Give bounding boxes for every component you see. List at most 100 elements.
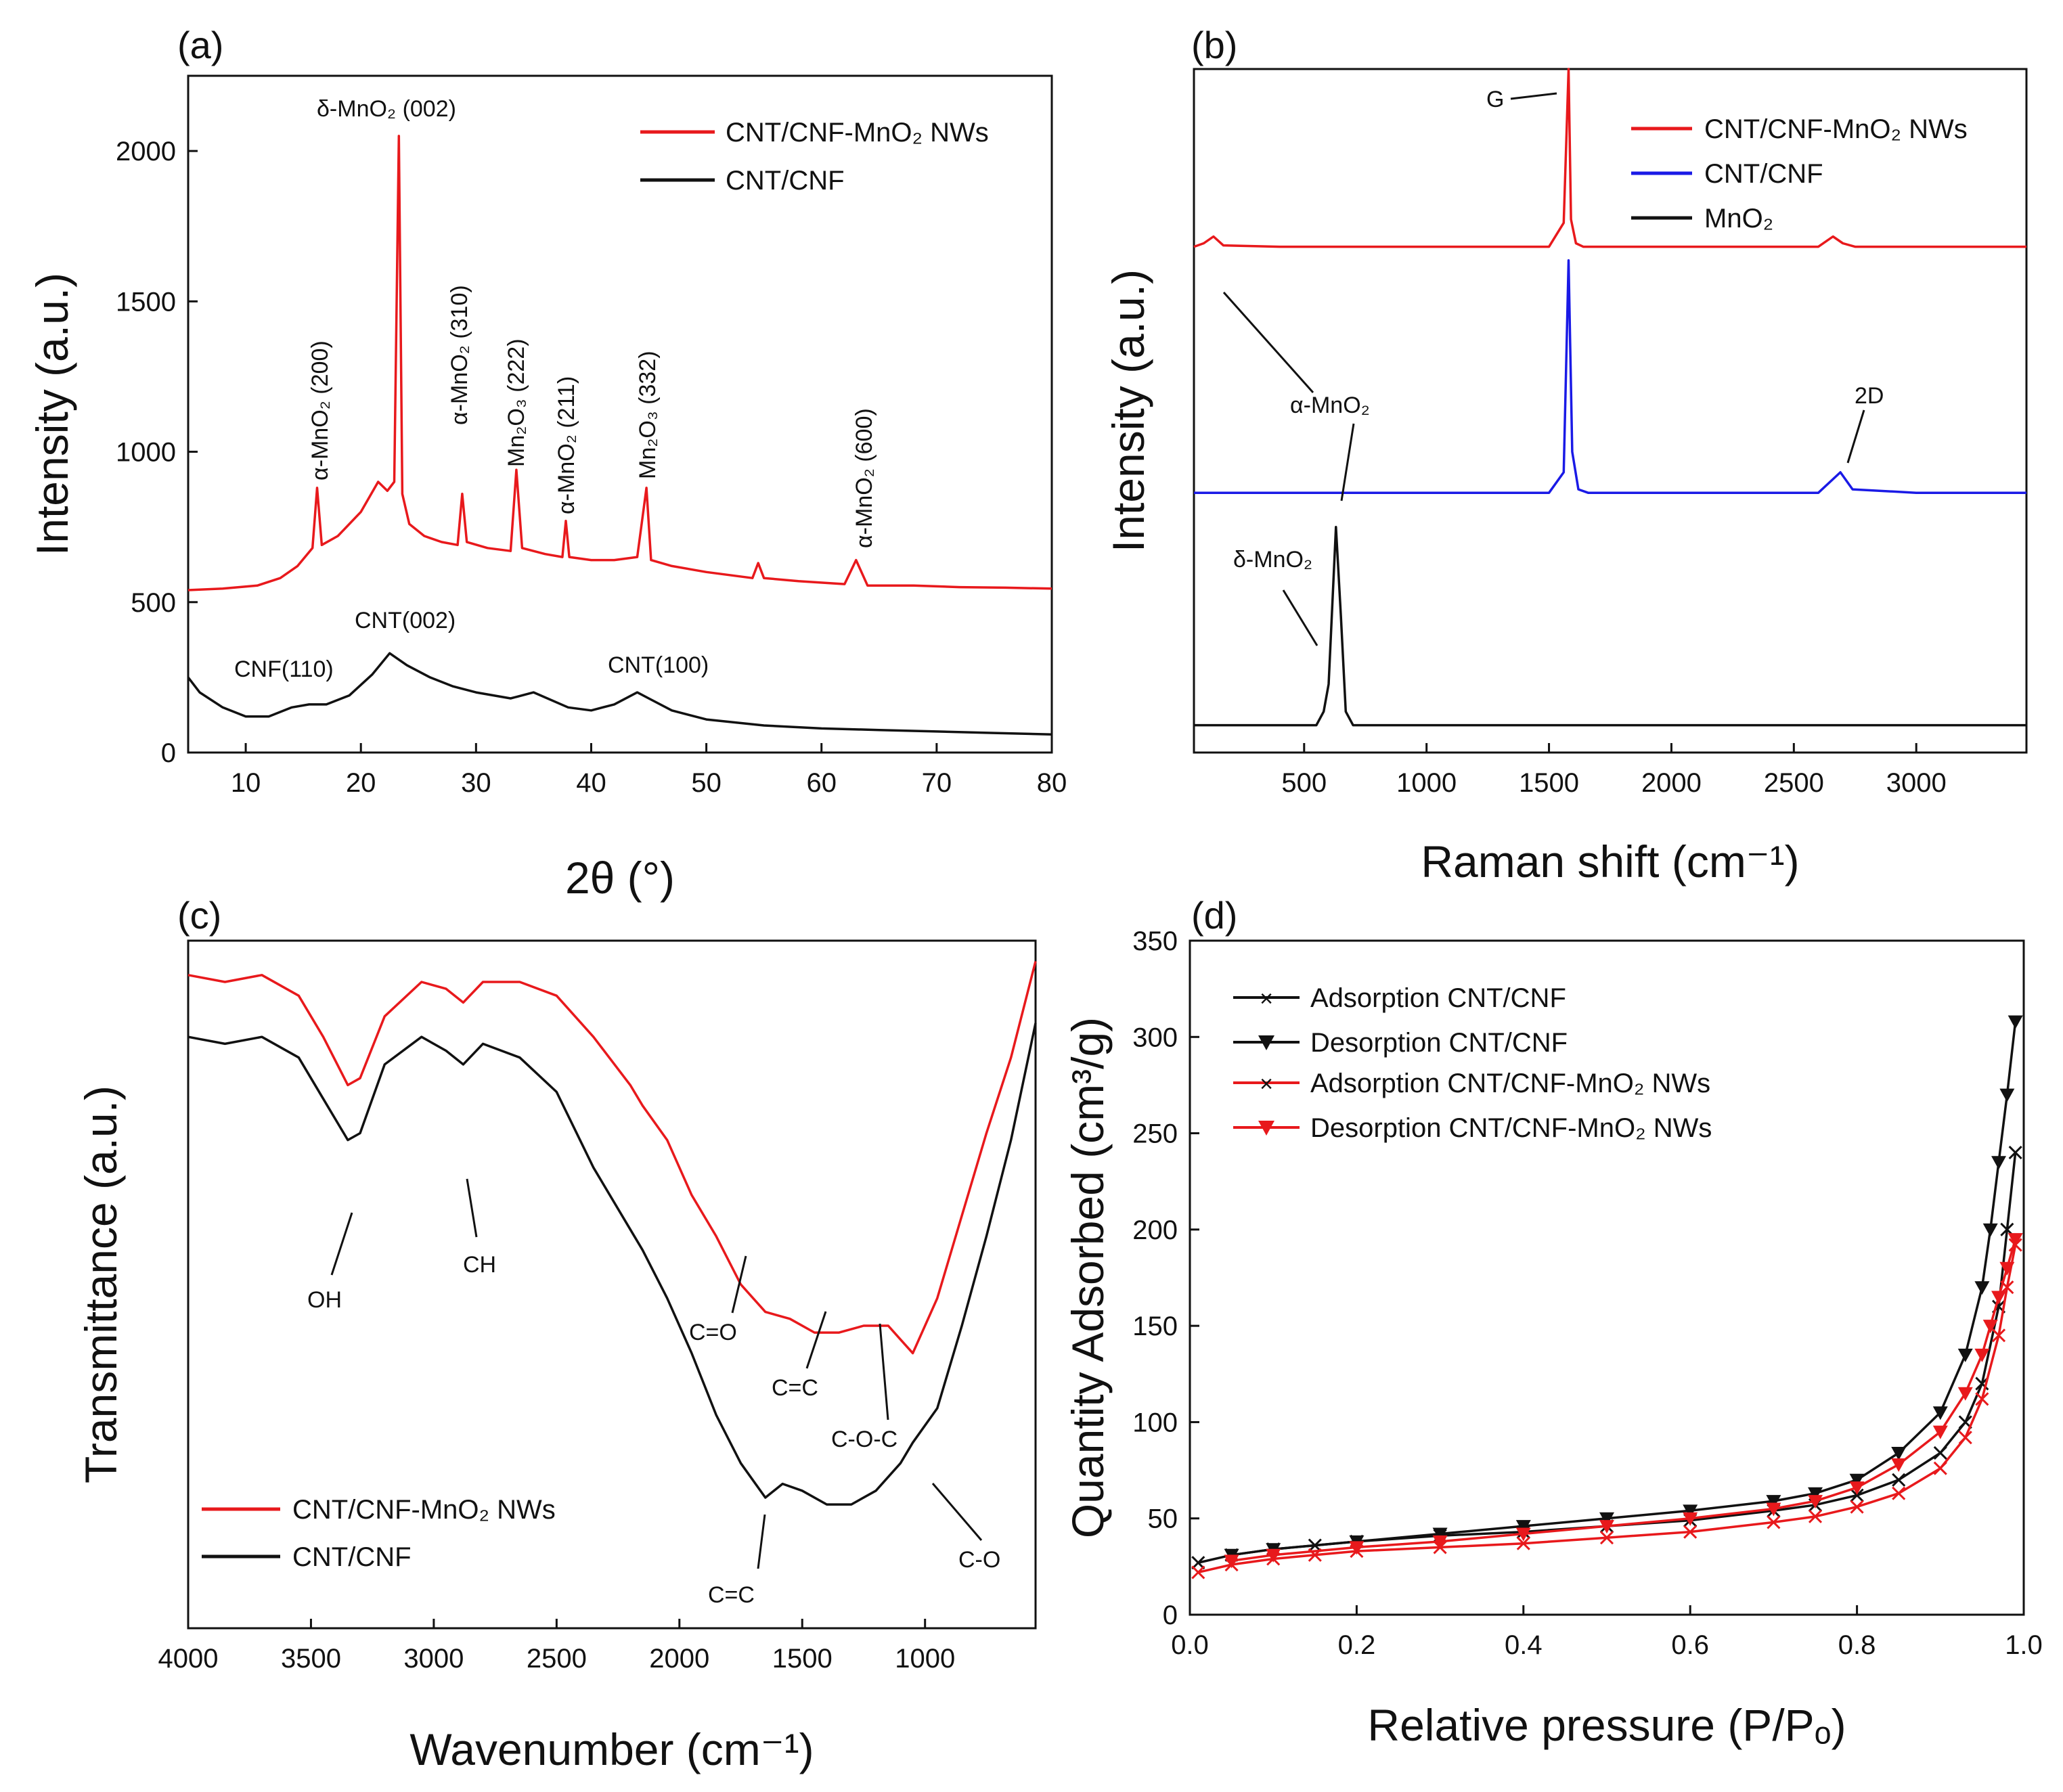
panel-c-series (187, 961, 1037, 1506)
panel-d-y-tick-label: 350 (1132, 926, 1178, 956)
panel-d-series-3-point (1683, 1525, 1698, 1539)
panel-a-annotation-alpha-mno2-600: α-MnO₂ (600) (851, 408, 877, 548)
panel-d-series-2-point (1991, 1156, 2007, 1170)
panel-b-legend-entry-1: CNT/CNF-MnO₂ NWs (1704, 114, 1968, 144)
panel-a-legend-entry-1: CNT/CNF-MnO₂ NWs (726, 118, 989, 148)
panel-d-x-tick-label: 0.4 (1505, 1630, 1543, 1660)
panel-d-x-tick-label: 0.6 (1671, 1630, 1709, 1660)
panel-c-series-line-1 (187, 961, 1037, 1355)
panel-d-series-4-point (1957, 1387, 1973, 1401)
panel-d-series-3-point (1808, 1509, 1823, 1523)
panel-c-ticks: 4000 3500 3000 2500 2000 1500 1000 (158, 1619, 955, 1674)
panel-d-y-tick-label: 100 (1132, 1408, 1178, 1437)
panel-d-y-tick-label: 150 (1132, 1312, 1178, 1341)
panel-d-legend-entry-4: Desorption CNT/CNF-MnO₂ NWs (1310, 1113, 1712, 1143)
panel-d-legend-marker-1: × (1260, 986, 1273, 1012)
panel-d-series-1-point (1933, 1446, 1947, 1460)
panel-d-y-tick-label: 250 (1132, 1119, 1178, 1149)
panel-d-series-2-point (1808, 1487, 1823, 1501)
panel-d-series-4-point (1991, 1291, 2007, 1305)
panel-d-series-2-point (1932, 1406, 1948, 1420)
panel-d-legend-marker-3: × (1260, 1071, 1273, 1097)
panel-d-series-2-point (1974, 1281, 1990, 1295)
panel-a-x-tick-label: 10 (231, 768, 261, 798)
panel-d-series-3-point (1991, 1328, 2006, 1343)
panel-d-series-2-point (2007, 1015, 2023, 1029)
panel-d-series-2-point (1957, 1348, 1973, 1362)
panel-d-label: (d) (1191, 894, 1237, 937)
panel-d-series-2-point (1599, 1512, 1614, 1526)
panel-c-legend-entry-2: CNT/CNF (292, 1542, 412, 1572)
panel-c-annotation-c-o-double: C=O (689, 1320, 737, 1345)
panel-d-y-tick-label: 200 (1132, 1215, 1178, 1245)
panel-d-series-3-point (1892, 1486, 1906, 1500)
panel-a-annotation-delta-mno2-002: δ-MnO₂ (002) (317, 96, 456, 122)
panel-d-series-3-point (1933, 1461, 1947, 1475)
panel-b-x-axis-label: Raman shift (cm⁻¹) (1421, 836, 1799, 887)
panel-c-arrow-c-o-c (879, 1323, 889, 1420)
panel-a-annotation-mn2o3-222: Mn₂O₃ (222) (504, 338, 529, 467)
panel-a-x-axis-label: 2θ (°) (565, 853, 675, 903)
panel-d-series-4-point (1891, 1458, 1907, 1473)
panel-a-series (187, 135, 1052, 736)
panel-a-x-tick-label: 80 (1037, 768, 1067, 798)
panel-b-arrow-alpha-mno2 (1222, 292, 1314, 393)
panel-c-ftir: (c) 4000 3500 3000 2500 2000 1500 1000 Wavenum… (76, 894, 1037, 1774)
panel-d-series (1191, 1015, 2023, 1580)
panel-c-annotation-c-c-double-red: C=C (772, 1375, 818, 1401)
panel-b-x-tick-label: 1000 (1396, 768, 1457, 798)
panel-d-series-4-point (1683, 1512, 1698, 1526)
panel-d-series-4-point (1266, 1548, 1281, 1563)
panel-d-series-4-point (1515, 1527, 1531, 1542)
panel-b-arrow-2d (1846, 409, 1865, 464)
panel-b-legend-entry-2: CNT/CNF (1704, 159, 1823, 189)
panel-d-series-line-2 (1231, 1021, 2017, 1556)
panel-d-series-3-point (1516, 1536, 1530, 1550)
panel-d-y-axis-label: Quantity Adsorbed (cm³/g) (1063, 1017, 1113, 1538)
panel-c-annotation-c-o-c: C-O-C (831, 1427, 897, 1452)
panel-b-y-axis-label: Intensity (a.u.) (1103, 269, 1153, 552)
panel-a-annotation-alpha-mno2-200: α-MnO₂ (200) (307, 340, 333, 480)
panel-a-x-tick-label: 40 (576, 768, 606, 798)
panel-b-x-tick-label: 2000 (1641, 768, 1702, 798)
panel-d-series-2-point (1982, 1223, 1998, 1237)
panel-c-x-tick-label: 1000 (895, 1644, 955, 1674)
panel-d-series-1-point (1850, 1488, 1864, 1502)
panel-b-x-tick-label: 500 (1281, 768, 1327, 798)
panel-d-series-4-point (1999, 1261, 2015, 1276)
panel-a-y-axis-label: Intensity (a.u.) (27, 273, 77, 556)
panel-d-series-4-point (2007, 1233, 2023, 1247)
panel-c-annotation-c-o: C-O (958, 1547, 1000, 1573)
panel-a-annotation-cnt-100: CNT(100) (608, 652, 709, 678)
panel-a-y-tick-label: 0 (161, 738, 176, 768)
panel-c-annotation-oh: OH (307, 1287, 342, 1313)
panel-a-annotation-alpha-mno2-310: α-MnO₂ (310) (447, 285, 472, 425)
panel-d-series-1-point (2008, 1145, 2022, 1160)
panel-b-annotation-alpha-mno2: α-MnO₂ (1290, 393, 1370, 418)
panel-d-y-tick-label: 300 (1132, 1023, 1178, 1052)
panel-c-x-tick-label: 4000 (158, 1644, 219, 1674)
panel-b-arrow-alpha-mno2-peak (1340, 423, 1355, 501)
panel-b-series-line-1 (1193, 68, 2026, 248)
panel-a-series-line-2 (187, 652, 1052, 736)
panel-d-x-tick-label: 0.8 (1838, 1630, 1876, 1660)
panel-b-annotation-2d: 2D (1855, 383, 1884, 409)
panel-c-annotation-c-c-double-black: C=C (708, 1582, 755, 1608)
panel-c-legend-entry-1: CNT/CNF-MnO₂ NWs (292, 1495, 556, 1525)
panel-c-y-axis-label: Transmittance (a.u.) (76, 1085, 126, 1483)
panel-a-legend-entry-2: CNT/CNF (726, 166, 845, 196)
panel-d-plot-frame (1189, 939, 2025, 1616)
panel-d-ticks: 0.0 0.2 0.4 0.6 0.8 1.0 0 50 100 150 200 250 300 350 (1132, 926, 2043, 1660)
panel-c-arrow-ch (466, 1178, 478, 1238)
panel-d-series-3-point (1767, 1515, 1781, 1529)
panel-c-plot-frame (187, 939, 1037, 1630)
panel-d-series-line-4 (1231, 1238, 2017, 1563)
panel-a-x-tick-label: 20 (346, 768, 376, 798)
panel-d-series-4-point (1808, 1495, 1823, 1509)
panel-d-series-4-point (1599, 1520, 1614, 1534)
panel-a-annotation-alpha-mno2-211: α-MnO₂ (211) (554, 376, 579, 514)
panel-b-series-line-2 (1194, 259, 2026, 494)
panel-a-y-tick-label: 1000 (116, 438, 176, 468)
panel-d-legend-marker-2 (1258, 1035, 1274, 1050)
panel-d-series-line-1 (1197, 1152, 2017, 1564)
